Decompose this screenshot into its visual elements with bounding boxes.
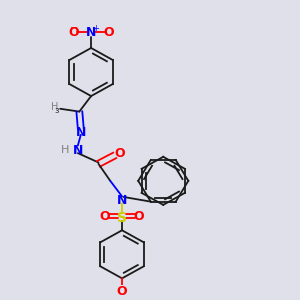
Text: O: O [69, 26, 79, 39]
Text: N: N [73, 144, 83, 157]
Text: H: H [51, 101, 59, 112]
Text: S: S [117, 211, 127, 225]
Text: O: O [117, 285, 127, 298]
Text: O: O [103, 26, 113, 39]
Text: 3: 3 [54, 108, 59, 114]
Text: O: O [134, 210, 144, 223]
Text: O: O [115, 148, 125, 160]
Text: −: − [70, 23, 78, 33]
Text: +: + [92, 24, 99, 33]
Text: N: N [117, 194, 127, 207]
Text: H: H [61, 145, 70, 155]
Text: N: N [86, 26, 96, 39]
Text: N: N [76, 126, 86, 139]
Text: O: O [100, 210, 110, 223]
